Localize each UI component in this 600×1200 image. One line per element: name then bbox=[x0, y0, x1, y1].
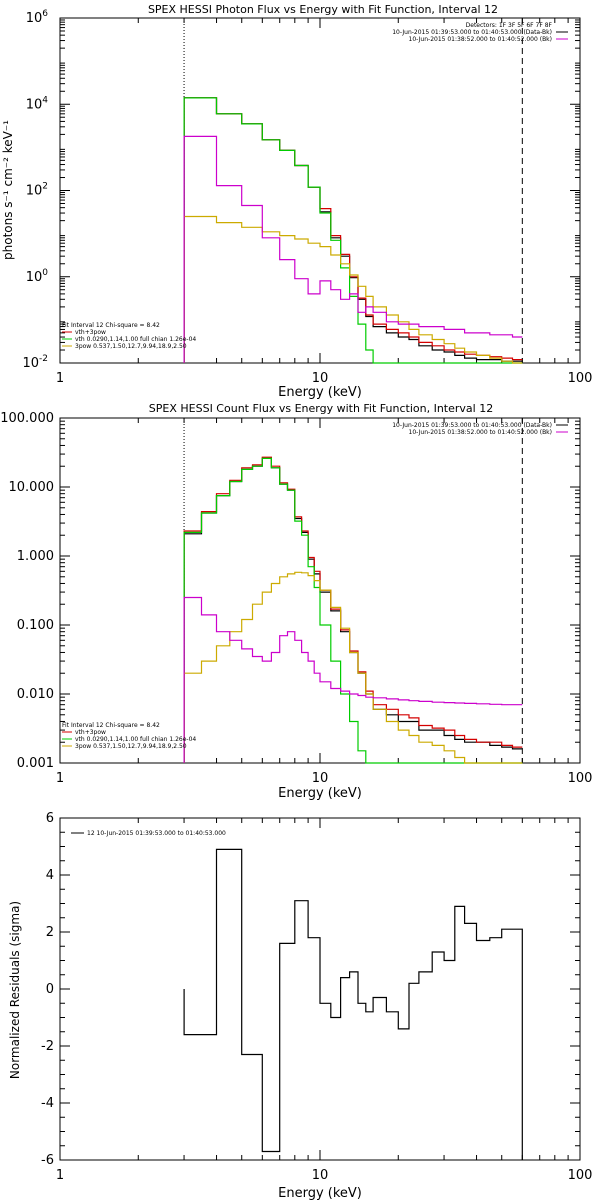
data-series bbox=[183, 97, 523, 364]
y-tick-label: 0 bbox=[46, 982, 54, 997]
legend-entry: 10-Jun-2015 01:38:52.000 to 01:40:52.000… bbox=[409, 429, 552, 436]
series-line-3 bbox=[183, 571, 523, 764]
x-axis: 1 10 100 bbox=[56, 18, 593, 386]
reference-lines bbox=[183, 18, 523, 363]
x-tick-label: 100 bbox=[568, 1168, 593, 1183]
data-series bbox=[183, 456, 523, 764]
legend-entry: 10-Jun-2015 01:39:53.000 to 01:40:53.000… bbox=[392, 422, 552, 429]
legend-bottom-left: Fit Interval 12 Chi-square = 8.42vth+3po… bbox=[62, 322, 196, 350]
series-line-1 bbox=[183, 97, 523, 363]
chart-title: SPEX HESSI Photon Flux vs Energy with Fi… bbox=[148, 3, 498, 16]
y-axis: 10-2 100 102 104 106 bbox=[22, 9, 580, 371]
x-tick-label: 1 bbox=[56, 371, 64, 386]
y-tick-label: 2 bbox=[46, 925, 54, 940]
x-axis-label: Energy (keV) bbox=[278, 385, 362, 400]
x-tick-label: 1 bbox=[56, 771, 64, 786]
legend-top-left: 12 10-Jun-2015 01:39:53.000 to 01:40:53.… bbox=[71, 830, 226, 837]
data-series bbox=[183, 848, 523, 1160]
x-axis-label: Energy (keV) bbox=[278, 1186, 362, 1200]
y-axis: -6 -4 -2 0 2 4 6 bbox=[41, 811, 580, 1168]
legend-top-right: Detectors: 1F 3F 5F 6F 7F 8F10-Jun-2015 … bbox=[392, 22, 568, 43]
series-line-1 bbox=[183, 456, 523, 763]
series-line-4 bbox=[183, 596, 523, 763]
series-line-2 bbox=[183, 97, 523, 364]
legend-entry: vth+3pow bbox=[75, 729, 106, 736]
y-tick-label: 10.000 bbox=[9, 480, 55, 495]
y-tick-label: -4 bbox=[41, 1096, 54, 1111]
reference-lines bbox=[183, 418, 523, 763]
residuals-panel: 1 10 100 -6 -4 -2 0 2 4 6 Energy (keV) Normalize… bbox=[8, 811, 592, 1200]
y-tick-label: -6 bbox=[41, 1153, 54, 1168]
chart-title: SPEX HESSI Count Flux vs Energy with Fit… bbox=[149, 402, 493, 415]
y-tick-label: 6 bbox=[46, 811, 54, 826]
x-tick-label: 100 bbox=[568, 771, 593, 786]
series-line-0 bbox=[183, 457, 523, 763]
x-tick-label: 1 bbox=[56, 1168, 64, 1183]
legend-entry: 10-Jun-2015 01:38:52.000 to 01:40:52.000… bbox=[409, 36, 552, 43]
x-axis-label: Energy (keV) bbox=[278, 786, 362, 801]
photon-flux-panel: SPEX HESSI Photon Flux vs Energy with Fi… bbox=[1, 3, 592, 400]
y-tick-label: 1.000 bbox=[17, 549, 54, 564]
y-tick-label: 4 bbox=[46, 868, 54, 883]
y-tick-label: 0.001 bbox=[17, 756, 54, 771]
series-line-4 bbox=[183, 135, 523, 363]
y-tick-label: 100 bbox=[26, 268, 49, 285]
legend-bottom-left: Fit Interval 12 Chi-square = 8.42vth+3po… bbox=[62, 722, 196, 750]
x-tick-label: 10 bbox=[312, 371, 329, 386]
x-axis: 1 10 100 bbox=[56, 418, 593, 786]
legend-entry: 3pow 0.537,1.50,12.7,9.94,18.9,2.50 bbox=[75, 343, 187, 350]
x-axis: 1 10 100 bbox=[56, 818, 593, 1183]
y-axis-label: photons s⁻¹ cm⁻² keV⁻¹ bbox=[1, 120, 15, 260]
legend-entry: vth 0.0290,1.14,1.00 full chian 1.26e-04 bbox=[75, 736, 196, 743]
legend-entry: vth 0.0290,1.14,1.00 full chian 1.26e-04 bbox=[75, 336, 196, 343]
series-line-2 bbox=[183, 457, 523, 764]
y-tick-label: 10-2 bbox=[22, 354, 48, 371]
legend-entry: vth+3pow bbox=[75, 329, 106, 336]
x-tick-label: 10 bbox=[312, 1168, 329, 1183]
legend-entry: Fit Interval 12 Chi-square = 8.42 bbox=[62, 322, 160, 329]
legend-entry: Detectors: 1F 3F 5F 6F 7F 8F bbox=[466, 22, 553, 29]
y-tick-label: -2 bbox=[41, 1039, 54, 1054]
count-flux-panel: SPEX HESSI Count Flux vs Energy with Fit… bbox=[0, 402, 592, 801]
y-tick-label: 0.010 bbox=[17, 687, 54, 702]
y-axis-label: Normalized Residuals (sigma) bbox=[8, 901, 22, 1079]
legend-entry: 12 10-Jun-2015 01:39:53.000 to 01:40:53.… bbox=[87, 830, 226, 837]
y-tick-label: 100.000 bbox=[0, 411, 54, 426]
series-line-0 bbox=[183, 848, 523, 1160]
legend-top-right: 10-Jun-2015 01:39:53.000 to 01:40:53.000… bbox=[392, 422, 568, 436]
series-line-0 bbox=[183, 97, 523, 363]
legend-entry: Fit Interval 12 Chi-square = 8.42 bbox=[62, 722, 160, 729]
legend-entry: 3pow 0.537,1.50,12.7,9.94,18.9,2.50 bbox=[75, 743, 187, 750]
y-tick-label: 0.100 bbox=[17, 618, 54, 633]
x-tick-label: 10 bbox=[312, 771, 329, 786]
legend-entry: 10-Jun-2015 01:39:53.000 to 01:40:53.000… bbox=[392, 29, 552, 36]
x-tick-label: 100 bbox=[568, 371, 593, 386]
y-tick-label: 106 bbox=[26, 9, 49, 26]
series-line-3 bbox=[183, 215, 523, 364]
y-axis: 0.001 0.010 0.100 1.000 10.000 100.000 bbox=[0, 411, 580, 771]
y-tick-label: 102 bbox=[26, 182, 48, 199]
y-tick-label: 104 bbox=[26, 95, 49, 112]
